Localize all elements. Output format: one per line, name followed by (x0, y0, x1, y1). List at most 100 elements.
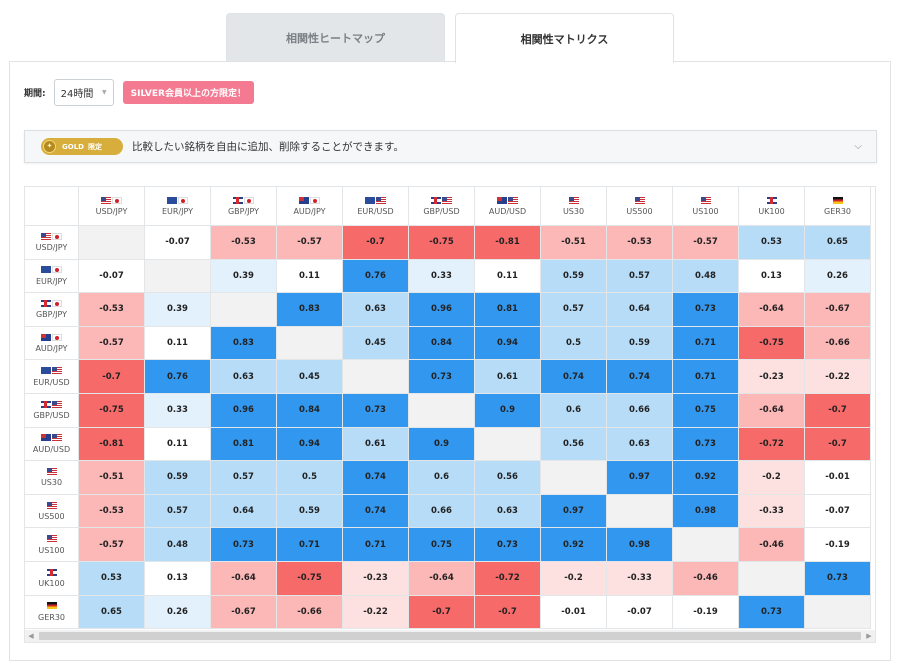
column-header-gbp-jpy: GBP/JPY (211, 187, 277, 226)
matrix-diagonal-cell (343, 360, 409, 394)
us-flag-icon (101, 196, 111, 204)
jp-flag-icon (178, 196, 188, 204)
matrix-cell: -0.23 (739, 360, 805, 394)
flag-pair (167, 196, 188, 204)
row-header-eur-usd: EUR/USD (25, 360, 79, 394)
flag-pair (101, 196, 122, 204)
matrix-cell: -0.67 (805, 293, 871, 327)
symbol-label: AUD/JPY (293, 207, 326, 216)
gold-coin-icon: ✦ (43, 140, 56, 153)
row-header-gbp-jpy: GBP/JPY (25, 293, 79, 327)
matrix-cell: -0.7 (79, 360, 145, 394)
matrix-cell: -0.53 (607, 226, 673, 260)
symbol-label: US30 (40, 478, 63, 488)
tab-correlation-matrix[interactable]: 相関性マトリクス (455, 13, 674, 63)
gold-feature-text: 比較したい銘柄を自由に追加、削除することができます。 (132, 141, 404, 153)
matrix-diagonal-cell (607, 494, 673, 529)
us-flag-icon (46, 467, 57, 475)
matrix-cell: -0.57 (673, 226, 739, 260)
matrix-cell: 0.26 (145, 595, 211, 630)
matrix-cell: 0.74 (541, 360, 607, 394)
matrix-cell: 0.33 (409, 259, 475, 294)
flag-pair (700, 196, 711, 204)
gb-flag-icon (41, 299, 51, 307)
symbol-label: USD/JPY (95, 207, 128, 216)
matrix-cell: 0.39 (211, 259, 277, 294)
matrix-cell: -0.51 (79, 461, 145, 495)
us-flag-icon (46, 501, 57, 509)
matrix-cell: 0.71 (673, 326, 739, 361)
matrix-cell: 0.92 (541, 528, 607, 562)
matrix-cell: 0.71 (343, 528, 409, 562)
au-flag-icon (41, 434, 51, 442)
flag-pair (568, 196, 579, 204)
matrix-cell: 0.73 (673, 427, 739, 462)
jp-flag-icon (52, 333, 62, 341)
de-flag-icon (832, 196, 843, 204)
matrix-cell: 0.73 (343, 394, 409, 428)
scroll-left-icon[interactable]: ◀ (28, 632, 34, 640)
scroll-right-icon[interactable]: ▶ (866, 632, 872, 640)
matrix-cell: -0.07 (805, 494, 871, 529)
matrix-diagonal-cell (805, 595, 871, 630)
flag-pair (365, 196, 386, 204)
symbol-label: GER30 (38, 612, 65, 622)
scrollbar-thumb[interactable] (39, 632, 861, 640)
flag-pair (46, 501, 57, 509)
matrix-cell: 0.53 (79, 562, 145, 596)
matrix-cell: 0.11 (475, 259, 541, 294)
gb-flag-icon (233, 196, 243, 204)
eu-flag-icon (41, 367, 51, 375)
us-flag-icon (508, 196, 518, 204)
us-flag-icon (52, 400, 62, 408)
symbol-label: GBP/USD (33, 411, 70, 421)
column-header-aud-usd: AUD/USD (475, 187, 541, 226)
jp-flag-icon (52, 299, 62, 307)
symbol-label: AUD/USD (32, 444, 71, 454)
matrix-cell: 0.84 (409, 326, 475, 361)
column-header-us30: US30 (541, 187, 607, 226)
matrix-cell: 0.65 (805, 226, 871, 260)
matrix-cell: -0.22 (343, 595, 409, 630)
matrix-cell: -0.19 (673, 595, 739, 630)
matrix-panel: 期間: 24時間 ▼ SILVER会員以上の方限定！ ✦ GOLD 限定 比較し… (9, 61, 891, 661)
flag-pair (41, 232, 62, 240)
correlation-matrix-scroll-area[interactable]: USD/JPY EUR/JPY GBP/JPY AUD/JPY EUR/USD GBP/U… (24, 186, 876, 643)
period-select[interactable]: 24時間 ▼ (53, 79, 114, 106)
matrix-diagonal-cell (475, 427, 541, 462)
gb-flag-icon (431, 196, 441, 204)
matrix-cell: -0.66 (805, 326, 871, 361)
column-header-gbp-usd: GBP/USD (409, 187, 475, 226)
matrix-cell: -0.33 (739, 494, 805, 529)
matrix-cell: 0.75 (409, 528, 475, 562)
au-flag-icon (497, 196, 507, 204)
horizontal-scrollbar[interactable]: ◀ ▶ (25, 630, 875, 642)
jp-flag-icon (52, 266, 62, 274)
flag-pair (41, 367, 62, 375)
symbol-label: EUR/JPY (161, 207, 194, 216)
matrix-cell: -0.67 (211, 595, 277, 630)
matrix-cell: -0.72 (475, 562, 541, 596)
matrix-cell: 0.13 (145, 562, 211, 596)
gold-feature-bar[interactable]: ✦ GOLD 限定 比較したい銘柄を自由に追加、削除することができます。 ⌵ (24, 130, 877, 163)
matrix-cell: 0.11 (277, 259, 343, 294)
matrix-cell: 0.74 (343, 494, 409, 529)
gold-badge-label: GOLD (62, 142, 84, 151)
matrix-cell: -0.81 (79, 427, 145, 462)
matrix-cell: 0.11 (145, 326, 211, 361)
matrix-cell: 0.39 (145, 293, 211, 327)
matrix-cell: -0.7 (343, 226, 409, 260)
matrix-cell: -0.75 (409, 226, 475, 260)
chevron-down-icon[interactable]: ⌵ (854, 141, 862, 152)
tab-correlation-heatmap[interactable]: 相関性ヒートマップ (226, 13, 445, 61)
matrix-cell: 0.48 (145, 528, 211, 562)
column-header-ger30: GER30 (805, 187, 871, 226)
matrix-cell: -0.53 (79, 293, 145, 327)
matrix-corner (25, 187, 79, 226)
flag-pair (431, 196, 452, 204)
matrix-diagonal-cell (541, 461, 607, 495)
matrix-cell: -0.01 (805, 461, 871, 495)
symbol-label: US30 (562, 207, 585, 216)
matrix-cell: -0.53 (79, 494, 145, 529)
row-header-aud-usd: AUD/USD (25, 427, 79, 462)
